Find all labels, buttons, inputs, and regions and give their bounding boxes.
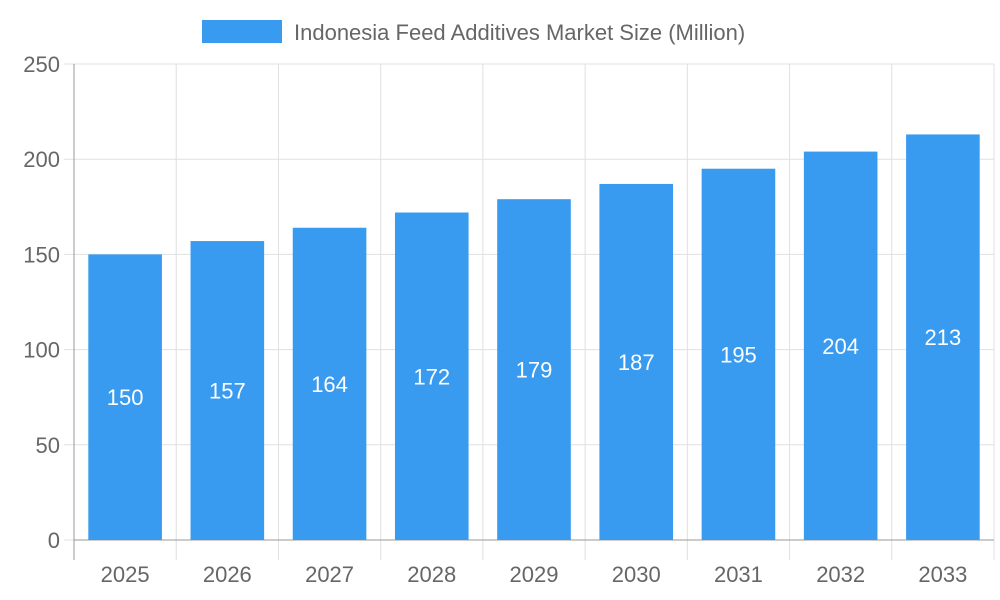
x-tick-label: 2027 [305, 562, 354, 587]
data-label: 213 [925, 325, 962, 350]
bar [190, 241, 265, 540]
data-label: 172 [413, 364, 450, 389]
bar [803, 151, 878, 541]
y-tick-label: 50 [36, 433, 60, 458]
x-tick-label: 2028 [407, 562, 456, 587]
y-tick-label: 100 [23, 338, 60, 363]
x-tick-label: 2033 [918, 562, 967, 587]
data-label: 179 [516, 358, 553, 383]
bar [394, 212, 469, 540]
bar [906, 134, 980, 540]
x-tick-label: 2030 [612, 562, 661, 587]
data-label: 157 [209, 379, 246, 404]
x-tick-label: 2025 [101, 562, 150, 587]
data-label: 187 [618, 350, 655, 375]
data-label: 195 [720, 342, 757, 367]
bar [88, 254, 162, 540]
y-tick-label: 250 [23, 52, 60, 77]
x-tick-label: 2026 [203, 562, 252, 587]
bar [599, 183, 674, 540]
y-tick-label: 150 [23, 242, 60, 267]
x-tick-label: 2031 [714, 562, 763, 587]
bar [701, 168, 776, 540]
x-tick-label: 2032 [816, 562, 865, 587]
legend[interactable]: Indonesia Feed Additives Market Size (Mi… [202, 20, 745, 45]
data-label: 164 [311, 372, 348, 397]
x-tick-label: 2029 [510, 562, 559, 587]
bar [292, 227, 367, 540]
legend-swatch [202, 20, 282, 43]
y-tick-label: 200 [23, 147, 60, 172]
y-tick-label: 0 [48, 528, 60, 553]
bar [497, 199, 571, 540]
data-label: 150 [107, 385, 144, 410]
legend-label: Indonesia Feed Additives Market Size (Mi… [294, 20, 745, 45]
data-label: 204 [822, 334, 859, 359]
